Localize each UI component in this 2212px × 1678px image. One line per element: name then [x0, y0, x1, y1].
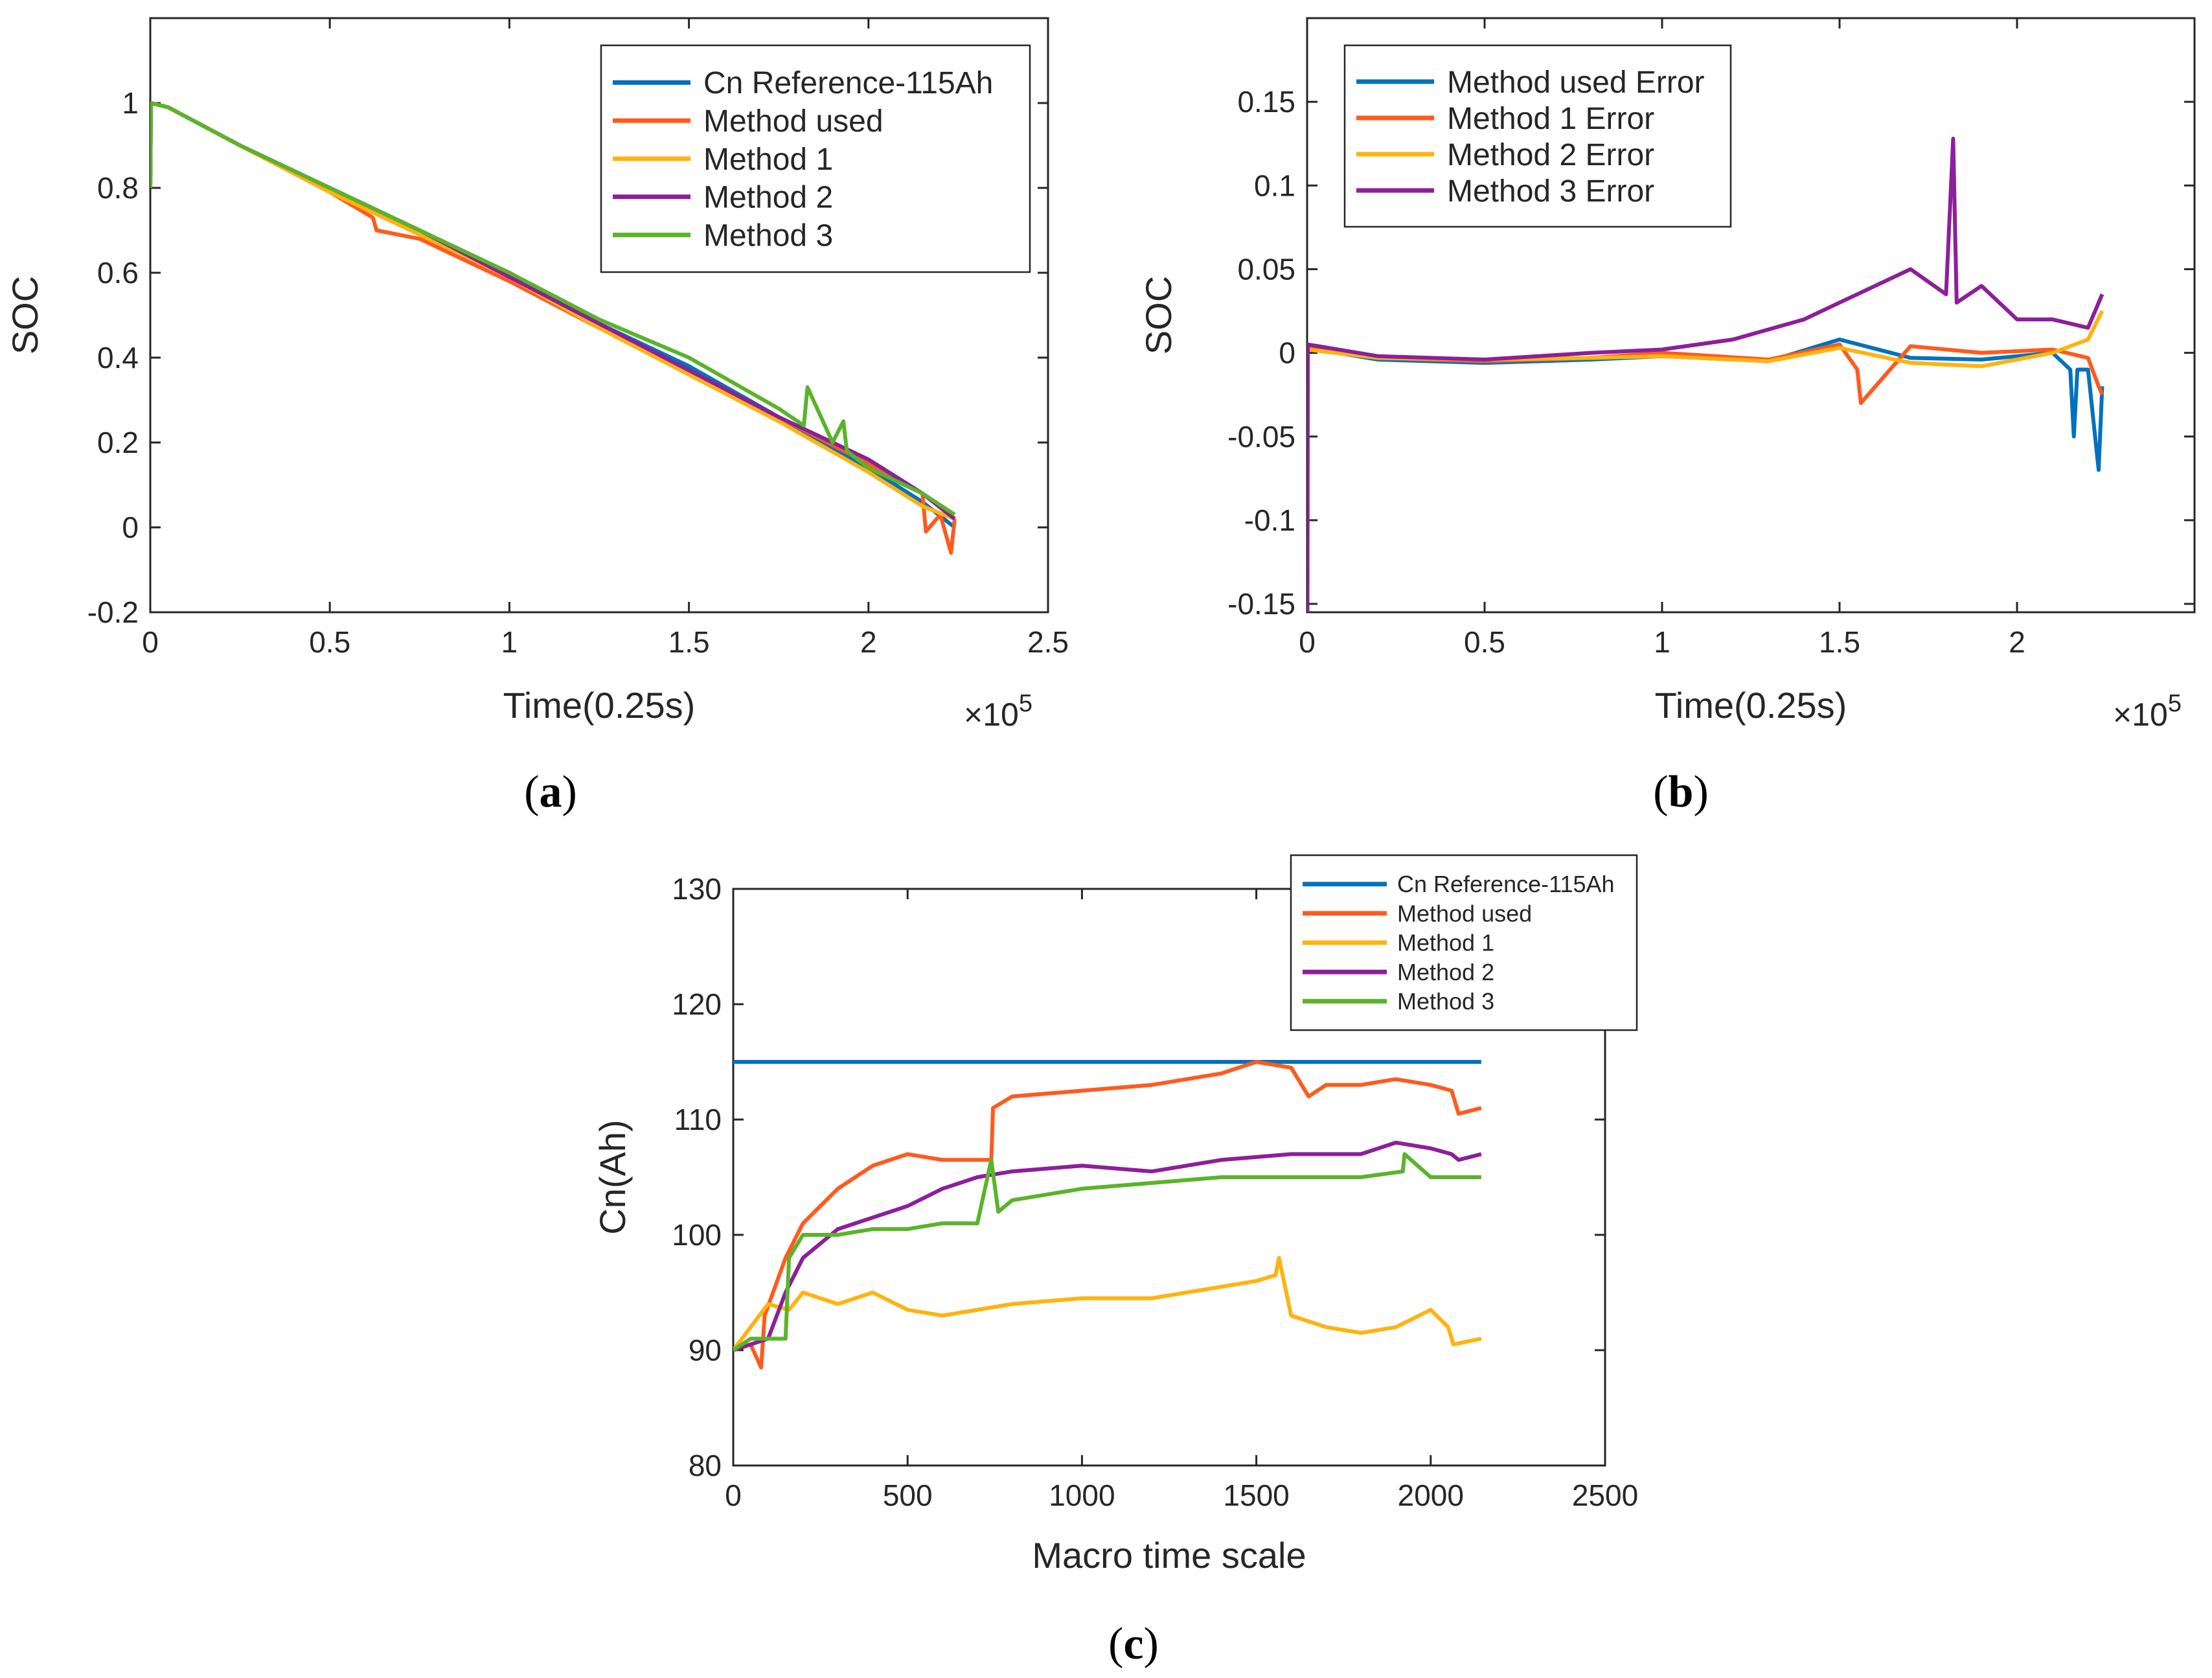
x-tick-label-a: 1.5 — [668, 625, 710, 659]
caption-a: (a) — [524, 767, 577, 817]
y-tick-label-b: -0.05 — [1227, 420, 1295, 454]
x-tick-label-b: 0 — [1299, 625, 1316, 659]
y-tick-label-c: 110 — [674, 1103, 722, 1136]
y-tick-label-b: 0 — [1279, 336, 1295, 370]
x-tick-label-a: 2 — [860, 625, 877, 659]
x-tick-label-c: 2500 — [1572, 1478, 1638, 1512]
legend-label-a-4: Method 3 — [703, 218, 833, 253]
x-tick-label-c: 500 — [883, 1478, 933, 1512]
y-tick-label-b: 0.15 — [1237, 85, 1295, 119]
x-exponent-power-b: 5 — [2168, 690, 2182, 717]
legend-label-c-1: Method used — [1397, 900, 1532, 926]
y-tick-label-a: 0.6 — [97, 256, 139, 290]
series-group-a — [150, 101, 957, 555]
panel-a: 0 0.5 1 1.5 2 2.5-0.200.20.40.60.81Time(0.25s… — [5, 17, 1069, 733]
legend-label-b-0: Method used Error — [1447, 65, 1705, 100]
legend-label-c-2: Method 1 — [1397, 930, 1494, 956]
x-exponent-base-a: ×10 — [964, 696, 1019, 733]
series-line-c-4 — [733, 1152, 1481, 1352]
caption-a-letter: a — [540, 767, 562, 817]
y-tick-label-a: 0.8 — [97, 171, 139, 205]
legend-label-c-4: Method 3 — [1397, 988, 1494, 1015]
x-tick-label-a: 2.5 — [1027, 625, 1069, 659]
x-tick-label-c: 2000 — [1398, 1478, 1464, 1512]
x-tick-label-a: 0 — [142, 625, 159, 659]
panel-b: 0 0.5 1 1.5 2 -0.15 -0.1 -0.05 0 0.05 0.1 0.15 Time(… — [1138, 17, 2196, 733]
legend-label-a-2: Method 1 — [703, 143, 833, 177]
x-exponent-power-a: 5 — [1019, 690, 1032, 717]
y-tick-label-c: 120 — [672, 987, 722, 1021]
y-tick-label-c: 130 — [672, 872, 722, 906]
y-tick-label-a: 1 — [122, 86, 139, 120]
caption-b: (b) — [1653, 767, 1709, 817]
x-axis-label-c: Macro time scale — [1032, 1535, 1306, 1576]
y-tick-label-a: 0 — [122, 511, 139, 544]
x-axis-label-a: Time(0.25s) — [503, 685, 696, 726]
x-tick-label-c: 1000 — [1049, 1478, 1115, 1512]
series-group-c — [733, 1060, 1482, 1370]
y-tick-label-b: 0.05 — [1237, 252, 1295, 286]
series-line-b-3 — [1307, 137, 2104, 612]
series-line-c-1 — [733, 1060, 1482, 1370]
legend-label-c-3: Method 2 — [1397, 959, 1494, 985]
x-tick-label-b: 1 — [1654, 625, 1670, 659]
legend-label-b-3: Method 3 Error — [1447, 174, 1654, 209]
y-tick-label-b: -0.1 — [1244, 503, 1295, 537]
legend-label-b-1: Method 1 Error — [1447, 102, 1654, 136]
y-tick-label-a: 0.4 — [97, 341, 139, 374]
series-group-b — [1307, 137, 2104, 612]
y-tick-label-c: 90 — [689, 1333, 722, 1367]
x-tick-label-b: 1.5 — [1819, 625, 1860, 659]
x-tick-label-c: 0 — [725, 1478, 742, 1512]
legend-label-a-0: Cn Reference-115Ah — [703, 66, 993, 100]
legend-label-a-3: Method 2 — [703, 181, 833, 215]
y-tick-label-b: -0.15 — [1227, 587, 1295, 621]
y-axis-label-b: SOC — [1138, 276, 1179, 354]
caption-c: (c) — [1108, 1619, 1159, 1669]
series-line-c-2 — [733, 1256, 1482, 1351]
x-tick-label-b: 0.5 — [1464, 625, 1505, 659]
y-axis-label-a: SOC — [5, 276, 45, 354]
legend-box-b — [1343, 44, 1732, 228]
x-exponent-label-b: ×105 — [2113, 690, 2182, 733]
legend-label-c-0: Cn Reference-115Ah — [1397, 871, 1615, 897]
caption-c-letter: c — [1123, 1619, 1143, 1669]
x-tick-label-a: 0.5 — [309, 625, 350, 659]
y-tick-label-a: 0.2 — [97, 426, 139, 459]
x-axis-label-b: Time(0.25s) — [1655, 685, 1847, 726]
y-axis-label-c: Cn(Ah) — [592, 1120, 633, 1234]
y-tick-label-a: -0.2 — [87, 595, 139, 629]
series-line-c-3 — [733, 1140, 1482, 1352]
panel-c: 0 500 1000 1500 2000 2500 80 90 100 110 120 130 Macr… — [592, 854, 1638, 1576]
y-tick-label-c: 100 — [672, 1218, 722, 1252]
legend-label-a-1: Method used — [703, 104, 884, 139]
x-tick-label-b: 2 — [2009, 625, 2025, 659]
x-tick-label-c: 1500 — [1223, 1478, 1289, 1512]
series-line-a-4 — [150, 101, 956, 516]
legend-label-b-2: Method 2 Error — [1447, 138, 1654, 172]
x-exponent-base-b: ×10 — [2113, 696, 2168, 733]
x-exponent-label-a: ×105 — [964, 690, 1032, 733]
y-tick-label-c: 80 — [689, 1449, 722, 1482]
x-tick-label-a: 1 — [501, 625, 518, 659]
y-tick-label-b: 0.1 — [1254, 168, 1295, 202]
caption-b-letter: b — [1669, 767, 1694, 817]
